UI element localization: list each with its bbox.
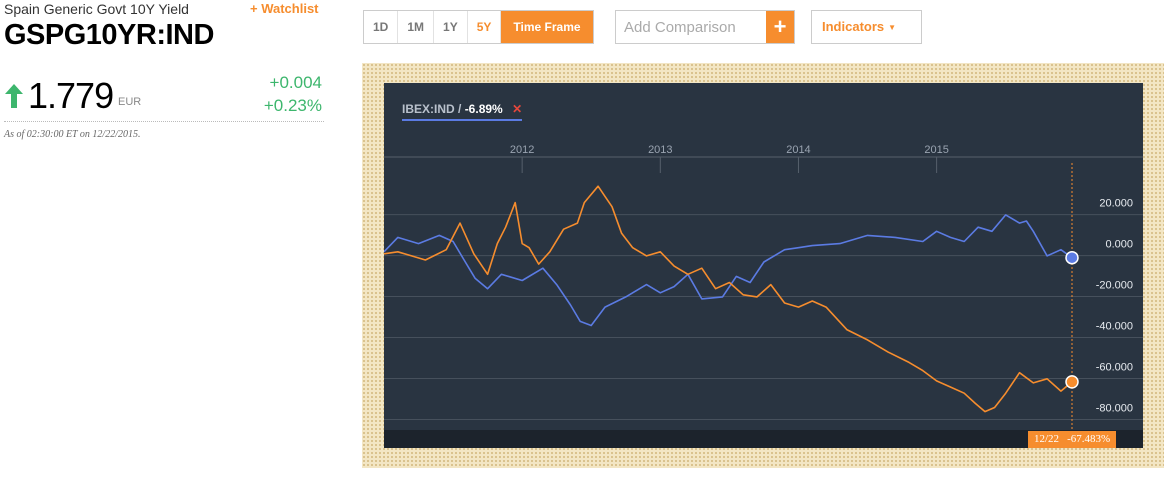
chart-footer-strip <box>384 430 1143 448</box>
y-tick-label: 20.000 <box>1099 198 1133 210</box>
indicators-label: Indicators <box>822 19 885 34</box>
x-tick-label: 2014 <box>786 144 810 156</box>
price-currency: EUR <box>118 96 142 108</box>
range-button-5y[interactable]: 5Y <box>468 11 502 43</box>
last-price: 1.779 <box>28 75 114 116</box>
caret-down-icon: ▼ <box>888 23 897 32</box>
x-tick-label: 2012 <box>510 144 534 156</box>
x-tick-label: 2013 <box>648 144 672 156</box>
ticker-symbol: GSPG10YR:IND <box>4 19 214 51</box>
series-end-markers <box>1065 250 1079 389</box>
chart-grid <box>384 156 1143 448</box>
as-of-timestamp: As of 02:30:00 ET on 12/22/2015. <box>4 129 141 140</box>
crosshair-tooltip: 12/22 -67.483% <box>1028 431 1117 448</box>
add-comparison-input[interactable] <box>616 11 766 43</box>
add-to-watchlist-link[interactable]: + Watchlist <box>250 1 319 16</box>
add-comparison-button[interactable]: + <box>766 11 794 43</box>
y-tick-label: -60.000 <box>1096 362 1133 374</box>
x-tick-label: 2015 <box>924 144 948 156</box>
series-end-marker <box>1065 375 1079 389</box>
series-lines <box>384 185 1073 413</box>
indicators-dropdown[interactable]: Indicators ▼ <box>811 10 922 44</box>
legend-series-value: -6.89% <box>464 102 503 116</box>
range-button-1m[interactable]: 1M <box>398 11 435 43</box>
legend-series-name: IBEX:IND / <box>402 102 462 116</box>
percent-change: +0.23% <box>263 96 322 115</box>
arrow-up-icon <box>5 84 23 108</box>
comparison-box: + <box>615 10 795 44</box>
time-frame-button[interactable]: Time Frame <box>501 11 593 43</box>
series-end-marker <box>1065 250 1079 265</box>
y-tick-label: -80.000 <box>1096 403 1133 415</box>
price-chart[interactable]: 2012 2013 2014 2015 20.000 0.000 -20.000 -40.0… <box>384 83 1143 448</box>
range-button-1y[interactable]: 1Y <box>434 11 468 43</box>
remove-comparison-icon[interactable]: ✕ <box>512 102 523 116</box>
y-tick-label: -20.000 <box>1096 280 1133 292</box>
range-button-1d[interactable]: 1D <box>364 11 399 43</box>
range-selector: 1D 1M 1Y 5Y Time Frame <box>363 10 594 44</box>
series-line-gspg10yr <box>384 185 1073 413</box>
chart-canvas: 2012 2013 2014 2015 20.000 0.000 -20.000 -40.0… <box>384 144 1143 448</box>
net-change: +0.004 <box>269 73 322 92</box>
y-axis: 20.000 0.000 -20.000 -40.000 -60.000 -80.000 <box>1096 198 1133 415</box>
y-tick-label: -40.000 <box>1096 321 1133 333</box>
security-name: Spain Generic Govt 10Y Yield <box>4 1 189 17</box>
divider <box>4 121 324 122</box>
y-tick-label: 0.000 <box>1105 239 1133 251</box>
tooltip-date: 12/22 <box>1034 433 1060 445</box>
x-axis: 2012 2013 2014 2015 <box>510 144 949 156</box>
series-line-ibex <box>384 214 1073 327</box>
comparison-legend: IBEX:IND / -6.89% ✕ <box>402 102 523 121</box>
tooltip-value: -67.483% <box>1067 433 1111 445</box>
